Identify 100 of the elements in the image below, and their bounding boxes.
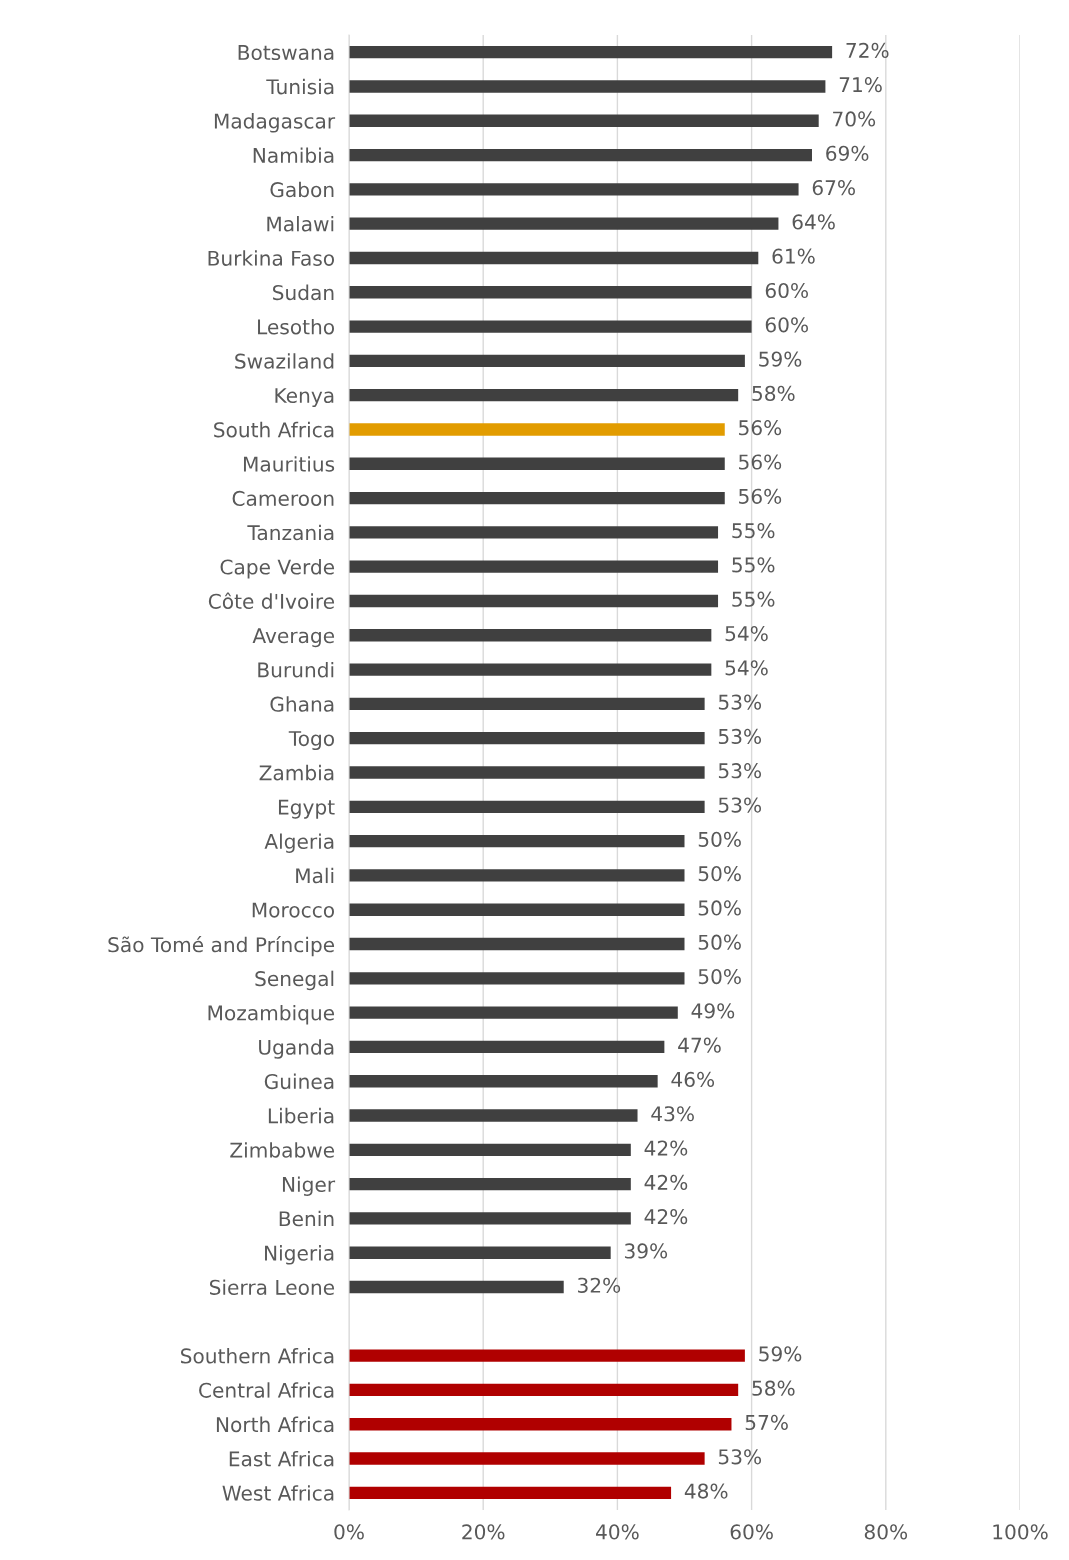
data-label: 67% (812, 179, 855, 196)
bar (349, 903, 685, 916)
data-label: 55% (732, 591, 775, 607)
y-tick-label: Mauritius (243, 456, 335, 472)
y-tick-label: São Tomé and Príncipe (108, 935, 335, 957)
data-label: 53% (718, 763, 762, 779)
y-tick-label: Cape Verde (220, 559, 335, 579)
data-label: 71% (839, 77, 882, 93)
y-tick-label: Madagascar (214, 113, 336, 133)
bar (349, 800, 705, 813)
y-tick-label: Zambia (259, 764, 334, 781)
y-tick-label: Uganda (259, 1039, 334, 1059)
bar (349, 1418, 732, 1431)
data-label: 57% (745, 1414, 788, 1431)
y-tick-label: Sierra Leone (209, 1279, 335, 1295)
y-tick-label: Central Africa (199, 1382, 334, 1398)
y-tick-label: Mali (296, 867, 334, 884)
y-tick-label: Algeria (264, 833, 334, 853)
data-label: 56% (739, 488, 782, 504)
bar (349, 663, 712, 676)
bar (349, 491, 725, 505)
y-tick-label: Senegal (255, 970, 334, 991)
data-label: 58% (752, 385, 795, 402)
bar (349, 1177, 631, 1191)
bar (349, 560, 719, 573)
y-tick-label: Zimbabwe (230, 1142, 335, 1158)
bar (349, 1075, 658, 1088)
bar (349, 1040, 665, 1054)
bar (349, 1280, 564, 1294)
y-tick-label: Kenya (275, 388, 334, 408)
bar (349, 697, 705, 711)
x-tick-label: 60% (730, 1524, 773, 1540)
bar (349, 354, 745, 368)
y-tick-label: Mozambique (208, 1004, 335, 1025)
bar (349, 148, 812, 162)
bar (349, 869, 685, 882)
data-label: 72% (846, 42, 889, 58)
bar (349, 972, 685, 985)
bar (349, 183, 799, 196)
y-tick-label: West Africa (222, 1485, 334, 1501)
y-tick-label: Tunisia (266, 78, 334, 95)
data-label: 49% (691, 1003, 735, 1019)
data-label: 42% (644, 1209, 688, 1225)
bar (349, 1452, 705, 1465)
x-tick-label: 40% (596, 1524, 639, 1540)
bar (349, 594, 719, 608)
bar (349, 629, 712, 642)
data-label: 56% (739, 454, 782, 470)
data-label: 50% (698, 900, 741, 916)
data-label: 50% (698, 831, 741, 847)
data-label: 48% (684, 1483, 728, 1499)
bar (349, 1486, 672, 1500)
bar (349, 1383, 739, 1397)
bar (349, 766, 705, 779)
y-tick-label: Burkina Faso (208, 250, 335, 266)
bar (349, 732, 705, 745)
data-label: 59% (759, 351, 802, 367)
data-label: 61% (772, 248, 815, 264)
bar (349, 423, 725, 436)
y-tick-label: Côte d'Ivoire (208, 592, 335, 609)
y-tick-label: Tanzania (247, 524, 334, 541)
bar (349, 1109, 638, 1122)
bar (349, 1246, 611, 1259)
data-label: 70% (833, 111, 876, 127)
x-tick-label: 80% (864, 1524, 908, 1540)
y-tick-label: East Africa (229, 1450, 334, 1467)
y-tick-label: Ghana (270, 696, 334, 712)
data-label: 56% (739, 420, 782, 436)
y-tick-label: Gabon (270, 181, 334, 198)
y-tick-label: Southern Africa (181, 1347, 334, 1364)
x-tick-label: 20% (462, 1524, 505, 1540)
bar (349, 114, 819, 127)
bar (349, 1143, 631, 1156)
x-tick-label: 100% (993, 1524, 1048, 1540)
y-tick-label: Togo (288, 731, 335, 751)
y-tick-label: North Africa (216, 1416, 334, 1433)
data-label: 55% (732, 557, 775, 573)
bar (349, 937, 685, 951)
data-label: 50% (698, 934, 741, 950)
data-label: 54% (725, 625, 768, 642)
bar (349, 286, 752, 299)
data-label: 42% (644, 1140, 688, 1156)
data-label: 43% (651, 1106, 694, 1122)
y-tick-label: Botswana (238, 45, 334, 61)
bar (349, 320, 752, 333)
y-tick-label: Lesotho (258, 318, 335, 335)
y-tick-label: Nigeria (265, 1245, 334, 1265)
data-label: 42% (644, 1174, 688, 1190)
data-label: 53% (718, 1449, 762, 1465)
y-tick-label: Swaziland (235, 353, 334, 369)
data-label: 69% (826, 145, 869, 161)
y-tick-label: South Africa (214, 421, 334, 438)
bar (349, 389, 739, 402)
data-label: 50% (698, 968, 741, 985)
data-label: 55% (732, 522, 775, 539)
y-tick-label: Guinea (264, 1073, 334, 1090)
bar (349, 1212, 631, 1225)
y-tick-label: Egypt (278, 799, 335, 819)
bar (349, 834, 685, 848)
data-label: 59% (759, 1346, 802, 1362)
